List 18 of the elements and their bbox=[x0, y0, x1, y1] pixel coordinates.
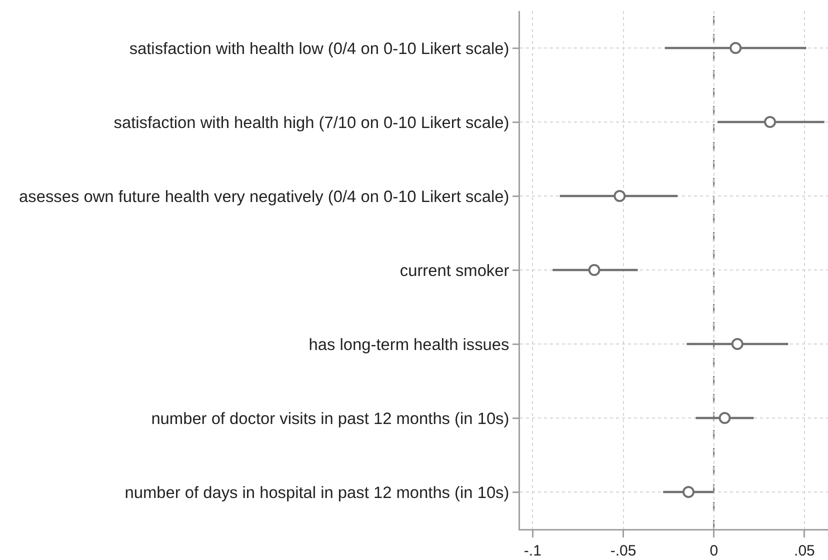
y-tick-label: number of days in hospital in past 12 months (in 10s) bbox=[124, 484, 510, 502]
y-tick-label: asesses own future health very negatively (0/4 on 0-10 Likert scale) bbox=[19, 188, 510, 206]
x-tick-label: -.1 bbox=[524, 542, 542, 560]
point bbox=[614, 190, 626, 202]
y-tick-label: number of doctor visits in past 12 months (in 10s) bbox=[151, 410, 510, 428]
point bbox=[682, 486, 694, 498]
point bbox=[588, 264, 600, 276]
x-tick-label: 0 bbox=[710, 542, 718, 560]
y-tick-label: has long-term health issues bbox=[308, 336, 510, 354]
point bbox=[764, 116, 776, 128]
y-tick-label: current smoker bbox=[400, 262, 510, 280]
x-tick-label: .05 bbox=[794, 542, 815, 560]
x-tick-label: -.05 bbox=[610, 542, 636, 560]
y-tick-label: satisfaction with health low (0/4 on 0-10 Likert scale) bbox=[129, 40, 510, 58]
point bbox=[730, 42, 742, 54]
point bbox=[731, 338, 744, 350]
y-tick-label: satisfaction with health high (7/10 on 0-10 Likert scale) bbox=[114, 114, 510, 132]
point bbox=[718, 412, 731, 424]
